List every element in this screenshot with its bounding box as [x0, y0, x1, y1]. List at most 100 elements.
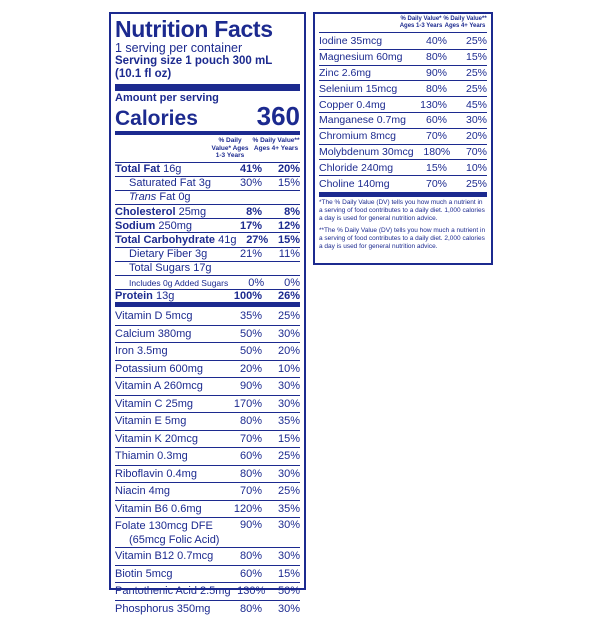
nutrient-name: Vitamin D 5mcg — [115, 309, 193, 322]
nutrient-row: Riboflavin 0.4mg 80% 30% — [115, 464, 300, 483]
nutrient-row: Iodine 35mcg 40% 25% — [319, 33, 487, 49]
dv-ages-4-plus: 0% — [284, 276, 300, 289]
dv-ages-4-plus: 30% — [277, 467, 300, 480]
nutrient-name: Choline 140mg — [319, 177, 390, 190]
dv-ages-1-3: 90% — [239, 380, 262, 393]
nutrient-row: Chromium 8mcg 70% 20% — [319, 127, 487, 144]
dv-ages-1-3: 80% — [425, 51, 447, 64]
nutrient-amount: 13g — [152, 290, 175, 303]
nutrient-label: Protein — [115, 290, 153, 303]
nutrient-name: Total Sugars 17g — [115, 262, 224, 274]
nutrient-name: Selenium 15mcg — [319, 82, 398, 95]
nutrient-row: Vitamin B12 0.7mcg 80% 30% — [115, 547, 300, 565]
dv-ages-1-3: 120% — [233, 502, 262, 515]
dv-ages-4-plus: 30% — [277, 550, 300, 563]
dv-ages-1-3: 21% — [239, 248, 262, 261]
dv-header-ages-1-3: % Daily Value* Ages 1-3 Years — [211, 137, 249, 159]
serving-size: Serving size 1 pouch 300 mL (10.1 fl oz) — [115, 55, 273, 80]
nutrient-row: Chloride 240mg 15% 10% — [319, 159, 487, 175]
nutrient-name: Folate 130mcg DFE (65mcg Folic Acid) — [115, 520, 220, 547]
nutrient-row: Phosphorus 350mg 80% 30% — [115, 599, 300, 617]
dv-ages-4-plus: 25% — [465, 34, 487, 47]
dv-ages-4-plus: 45% — [465, 98, 487, 111]
dv-ages-1-3: 41% — [239, 163, 262, 176]
dv-ages-4-plus: 30% — [277, 519, 300, 532]
medium-divider — [115, 131, 300, 135]
nutrient-row: Zinc 2.6mg 90% 25% — [319, 64, 487, 81]
nutrient-row: Vitamin A 260mcg 90% 30% — [115, 377, 300, 395]
dv-ages-1-3: 80% — [239, 550, 262, 563]
dv-ages-4-plus: 25% — [465, 66, 487, 79]
nutrient-row: Potassium 600mg 20% 10% — [115, 359, 300, 378]
dv-ages-1-3: 35% — [239, 309, 262, 322]
nutrient-name: Biotin 5mcg — [115, 567, 173, 580]
nutrient-row: Trans Fat 0g — [115, 189, 300, 204]
nutrient-name: Vitamin A 260mcg — [115, 380, 203, 393]
dv-ages-4-plus: 30% — [277, 380, 300, 393]
nutrient-name: Molybdenum 30mcg — [319, 145, 414, 158]
amount-per-serving: Amount per serving — [115, 92, 219, 104]
dv-ages-1-3: 20% — [239, 362, 262, 375]
mineral-list: Iodine 35mcg 40% 25% Magnesium 60mg 80% 15% Zi… — [319, 33, 487, 191]
nutrient-name: Riboflavin 0.4mg — [115, 467, 197, 480]
nutrient-name: Copper 0.4mg — [319, 98, 386, 111]
nutrient-amount: Trans Fat 0g — [129, 191, 191, 204]
nutrient-amount: 25mg — [175, 205, 207, 218]
dv-ages-1-3: 130% — [420, 98, 447, 111]
nutrient-name: Vitamin C 25mg — [115, 397, 194, 410]
dv-ages-4-plus: 35% — [277, 415, 300, 428]
nutrient-name: Zinc 2.6mg — [319, 66, 371, 79]
nutrient-name: Vitamin B6 0.6mg — [115, 502, 202, 515]
dv-ages-1-3: 70% — [239, 432, 262, 445]
dv-ages-4-plus: 15% — [277, 177, 300, 190]
dv-ages-1-3: 8% — [246, 205, 262, 218]
dv-ages-1-3: 60% — [425, 114, 447, 127]
thick-divider — [115, 84, 300, 91]
nutrient-name: Cholesterol 25mg — [115, 206, 224, 218]
nutrient-name: Vitamin B12 0.7mcg — [115, 550, 214, 563]
nutrition-facts-panel-continued: % Daily Value* Ages 1-3 Years % Daily Va… — [313, 12, 493, 265]
dv-header-ages-1-3: % Daily Value* Ages 1-3 Years — [399, 16, 443, 29]
nutrient-row: Calcium 380mg 50% 30% — [115, 324, 300, 343]
nutrient-name: Total Carbohydrate 41g — [115, 234, 236, 246]
nutrient-row: Choline 140mg 70% 25% — [319, 175, 487, 191]
dv-ages-1-3: 70% — [425, 177, 447, 190]
nutrient-name: Sodium 250mg — [115, 220, 224, 232]
nutrient-label: Sodium — [115, 219, 156, 232]
dv-ages-1-3: 60% — [239, 450, 262, 463]
nutrient-name: Thiamin 0.3mg — [115, 450, 188, 463]
dv-ages-1-3: 100% — [233, 290, 262, 303]
nutrient-row: Vitamin K 20mcg 70% 15% — [115, 429, 300, 448]
dv-ages-1-3: 70% — [239, 485, 262, 498]
dv-ages-4-plus: 30% — [465, 114, 487, 127]
dv-ages-1-3: 80% — [239, 467, 262, 480]
nutrient-row: Protein 13g 100% 26% — [115, 289, 300, 308]
nutrient-name: Saturated Fat 3g — [115, 177, 224, 189]
dv-ages-1-3: 90% — [425, 66, 447, 79]
nutrient-row: Pantothenic Acid 2.5mg 130% 50% — [115, 582, 300, 600]
dv-ages-4-plus: 26% — [277, 290, 300, 303]
dv-ages-4-plus: 30% — [277, 397, 300, 410]
nutrient-amount: Saturated Fat 3g — [129, 177, 211, 190]
nutrition-facts-panel: Nutrition Facts 1 serving per container … — [109, 12, 306, 615]
nutrient-name: Pantothenic Acid 2.5mg — [115, 585, 231, 598]
dv-ages-1-3: 90% — [239, 519, 262, 532]
nutrient-row: Selenium 15mcg 80% 25% — [319, 80, 487, 96]
dv-ages-1-3: 170% — [233, 397, 262, 410]
dv-ages-4-plus: 25% — [277, 450, 300, 463]
dv-ages-1-3: 80% — [425, 82, 447, 95]
dv-header-ages-4-plus: % Daily Value** Ages 4+ Years — [252, 137, 300, 152]
dv-header-ages-4-plus: % Daily Value** Ages 4+ Years — [443, 16, 487, 29]
nutrient-row: Biotin 5mcg 60% 15% — [115, 564, 300, 583]
dv-ages-4-plus: 15% — [277, 567, 300, 580]
nutrient-row: Saturated Fat 3g 30% 15% — [115, 175, 300, 190]
dv-ages-1-3: 70% — [425, 130, 447, 143]
footnote-ages-1-3: *The % Daily Value (DV) tells you how mu… — [319, 198, 485, 223]
dv-ages-4-plus: 25% — [465, 177, 487, 190]
nutrient-name: Iron 3.5mg — [115, 345, 168, 358]
servings-per-container: 1 serving per container — [115, 41, 243, 55]
dv-ages-1-3: 80% — [239, 602, 262, 615]
dv-ages-4-plus: 25% — [277, 485, 300, 498]
nutrient-name: Magnesium 60mg — [319, 51, 403, 64]
nutrient-row: Manganese 0.7mg 60% 30% — [319, 111, 487, 128]
